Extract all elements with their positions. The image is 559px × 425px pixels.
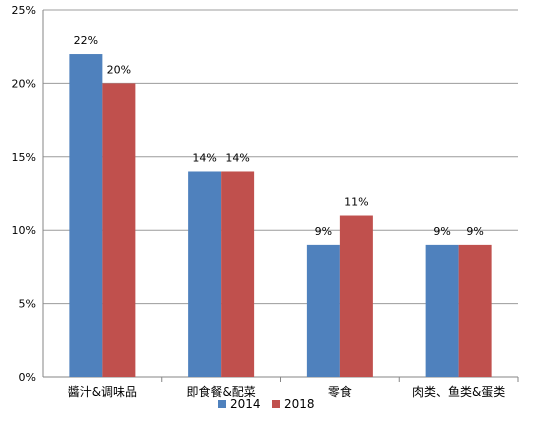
data-label: 20%	[107, 63, 131, 76]
bar-2014-3	[306, 244, 340, 377]
x-tick-label: 即食餐&配菜	[186, 384, 255, 399]
data-label: 11%	[344, 196, 368, 209]
bar-2018-3	[339, 215, 373, 377]
bar-2014-4	[425, 244, 459, 377]
data-label: 9%	[433, 225, 450, 238]
data-label: 9%	[466, 225, 483, 238]
y-tick-label: 15%	[12, 151, 36, 164]
legend-swatch-2014	[218, 400, 226, 408]
bar-2018-2	[221, 171, 255, 377]
bar-2014-1	[69, 54, 103, 377]
bar-2014-2	[188, 171, 222, 377]
y-tick-labels: 0% 5% 10% 15% 20% 25%	[12, 4, 36, 384]
bars	[69, 54, 492, 378]
y-tick-label: 25%	[12, 4, 36, 17]
y-tick-label: 10%	[12, 224, 36, 237]
data-label: 22%	[74, 34, 98, 47]
x-tick-label: 醬汁&调味品	[68, 384, 137, 399]
x-tick-labels: 醬汁&调味品 即食餐&配菜 零食 肉类、鱼类&蛋类	[68, 384, 506, 399]
data-label: 9%	[315, 225, 332, 238]
x-tick-label: 肉类、鱼类&蛋类	[412, 385, 505, 399]
legend: 2014 2018	[218, 397, 315, 411]
x-tick-label: 零食	[328, 384, 352, 399]
bar-2018-4	[458, 244, 492, 377]
data-labels: 22% 20% 14% 14% 9% 11% 9% 9%	[74, 34, 484, 238]
legend-swatch-2018	[272, 400, 280, 408]
bar-2018-1	[102, 83, 136, 378]
legend-label: 2014	[230, 397, 261, 411]
data-label: 14%	[225, 151, 249, 164]
y-tick-label: 0%	[19, 371, 36, 384]
data-label: 14%	[192, 151, 216, 164]
y-tick-label: 20%	[12, 77, 36, 90]
y-tick-label: 5%	[19, 298, 36, 311]
legend-label: 2018	[284, 397, 315, 411]
